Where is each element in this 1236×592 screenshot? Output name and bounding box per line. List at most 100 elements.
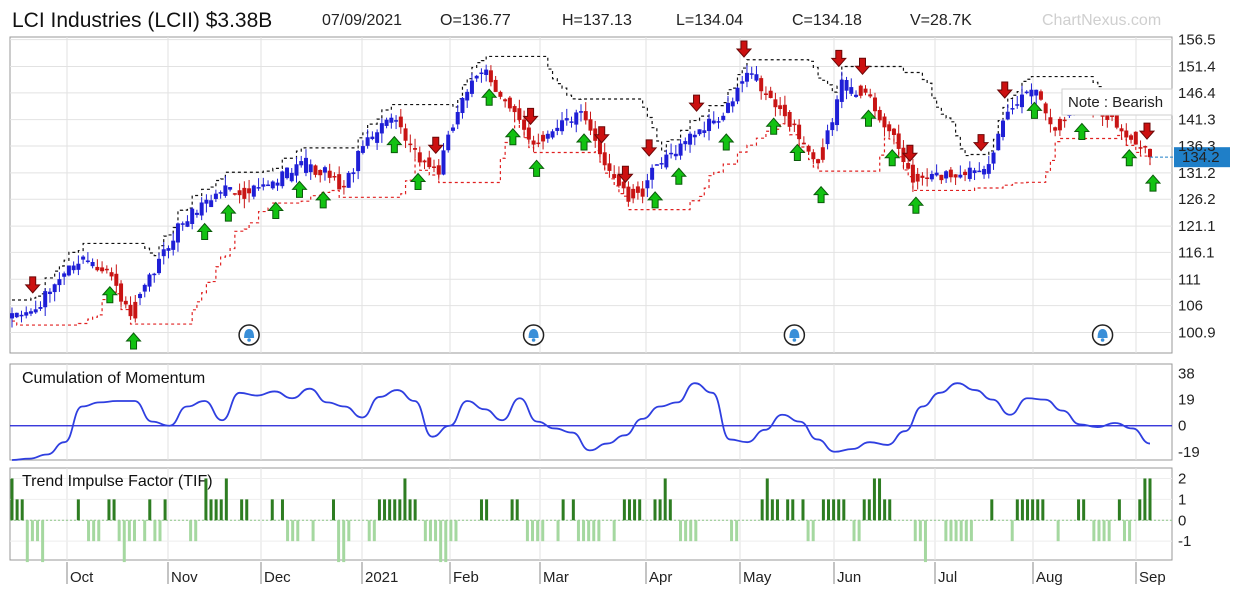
tif-bar bbox=[189, 520, 193, 542]
tif-bar bbox=[663, 478, 667, 521]
month-label: Oct bbox=[70, 569, 94, 586]
tif-bar bbox=[15, 499, 19, 521]
month-label: 2021 bbox=[365, 569, 398, 586]
tif-bar bbox=[775, 499, 779, 521]
candle-body bbox=[664, 154, 669, 168]
candle-body bbox=[327, 170, 332, 178]
momentum-tick-label: 38 bbox=[1178, 366, 1195, 383]
candle-body bbox=[564, 118, 569, 121]
buy-signal-arrow-icon bbox=[718, 133, 735, 151]
candle-body bbox=[531, 140, 536, 145]
candle-body bbox=[872, 97, 877, 112]
candle-body bbox=[289, 172, 294, 182]
candle-body bbox=[119, 283, 124, 302]
candle-body bbox=[256, 187, 261, 189]
alert-bell-icon[interactable] bbox=[238, 324, 260, 346]
tif-bar bbox=[1036, 499, 1040, 521]
candle-body bbox=[787, 111, 792, 127]
sell-signal-arrow-icon bbox=[1138, 122, 1156, 140]
price-tick-label: 111 bbox=[1178, 271, 1201, 288]
candle-body bbox=[460, 97, 465, 114]
candle-body bbox=[365, 137, 370, 146]
open-price: O=136.77 bbox=[440, 12, 511, 29]
candle-body bbox=[1015, 104, 1020, 106]
annotation-text: Note : Bearish bbox=[1068, 94, 1163, 111]
candle-body bbox=[550, 131, 555, 138]
alert-bell-icon[interactable] bbox=[522, 324, 545, 346]
tif-bar bbox=[398, 499, 402, 521]
buy-signal-arrow-icon bbox=[409, 172, 427, 190]
candle-body bbox=[820, 147, 825, 160]
candle-body bbox=[394, 120, 399, 122]
candle-body bbox=[156, 258, 161, 274]
candle-body bbox=[57, 279, 62, 286]
tif-bar bbox=[852, 520, 856, 542]
buy-signal-arrow-icon bbox=[315, 191, 332, 209]
sell-signal-arrow-icon bbox=[830, 49, 847, 68]
momentum-tick-label: 0 bbox=[1178, 418, 1186, 435]
tif-bar bbox=[372, 520, 376, 542]
buy-signal-arrow-icon bbox=[125, 332, 142, 350]
tif-bar bbox=[122, 520, 126, 563]
alert-bell-icon[interactable] bbox=[1091, 324, 1114, 346]
tif-bar bbox=[1077, 499, 1081, 521]
tif-bar bbox=[944, 520, 948, 542]
momentum-line bbox=[11, 382, 1151, 461]
tif-bar bbox=[633, 499, 637, 521]
tif-bar bbox=[163, 499, 167, 521]
tif-bar bbox=[612, 520, 616, 542]
candle-body bbox=[247, 188, 252, 194]
tif-bar bbox=[689, 520, 693, 542]
candle-body bbox=[190, 208, 195, 224]
price-tick-label: 106 bbox=[1178, 298, 1203, 315]
candle-body bbox=[725, 102, 730, 113]
candle-body bbox=[759, 78, 764, 92]
tif-bar bbox=[403, 478, 407, 521]
candle-body bbox=[147, 274, 152, 287]
candle-body bbox=[868, 94, 873, 97]
candle-body bbox=[512, 106, 517, 113]
candle-body bbox=[24, 312, 29, 316]
tif-bar bbox=[622, 499, 626, 521]
buy-signal-arrow-icon bbox=[220, 204, 237, 222]
tif-bar bbox=[811, 520, 815, 542]
candle-body bbox=[81, 256, 86, 260]
sell-signal-arrow-icon bbox=[641, 139, 658, 157]
candle-body bbox=[631, 188, 636, 199]
candle-body bbox=[887, 124, 892, 132]
candle-body bbox=[450, 127, 455, 131]
tif-bar bbox=[214, 499, 218, 521]
tif-bar bbox=[1148, 478, 1152, 521]
candle-body bbox=[583, 111, 588, 121]
tif-bar bbox=[219, 499, 223, 521]
candle-body bbox=[963, 171, 968, 176]
candle-body bbox=[474, 75, 479, 79]
candle-body bbox=[28, 311, 33, 314]
tif-bar bbox=[25, 520, 29, 563]
buy-signal-arrow-icon bbox=[765, 117, 782, 135]
candle-body bbox=[806, 145, 811, 152]
candle-body bbox=[683, 141, 688, 145]
buy-signal-arrow-icon bbox=[647, 191, 664, 209]
tif-bar bbox=[536, 520, 540, 542]
candle-body bbox=[313, 165, 318, 175]
buy-signal-arrow-icon bbox=[812, 185, 830, 204]
sell-signal-arrow-icon bbox=[427, 136, 444, 155]
candle-body bbox=[43, 291, 48, 308]
tif-bar bbox=[954, 520, 958, 542]
tif-bar bbox=[587, 520, 591, 542]
candle-body bbox=[142, 284, 147, 292]
alert-bell-icon[interactable] bbox=[783, 324, 806, 346]
tif-bar bbox=[36, 520, 40, 542]
candle-body bbox=[560, 120, 565, 132]
momentum-panel: Cumulation of Momentum bbox=[10, 370, 1172, 461]
candle-body bbox=[341, 185, 346, 188]
tif-bar bbox=[1128, 520, 1132, 542]
sell-signal-arrow-icon bbox=[593, 126, 610, 144]
momentum-tick-label: 19 bbox=[1178, 392, 1195, 409]
month-label: Jul bbox=[938, 569, 957, 586]
stock-title: LCI Industries (LCII) $3.38B bbox=[12, 9, 273, 32]
tif-bar bbox=[832, 499, 836, 521]
candle-body bbox=[375, 132, 380, 143]
